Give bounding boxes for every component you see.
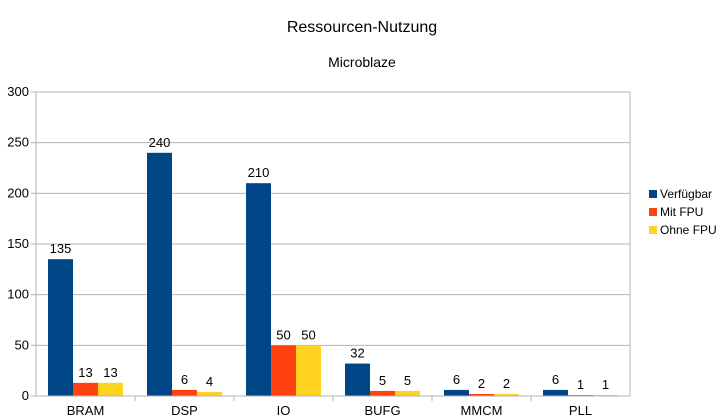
- y-tick-label: 100: [7, 287, 29, 302]
- chart-title: Ressourcen-Nutzung: [287, 19, 437, 36]
- data-label: 13: [103, 365, 117, 380]
- data-label: 6: [453, 372, 460, 387]
- bar: [48, 259, 73, 396]
- legend-label: Ohne FPU: [660, 223, 717, 237]
- bar: [568, 394, 593, 396]
- bar: [147, 152, 172, 396]
- data-label: 1: [577, 377, 584, 392]
- bar: [271, 345, 296, 396]
- data-label: 13: [78, 365, 92, 380]
- data-label: 240: [149, 135, 171, 150]
- y-tick-label: 300: [7, 84, 29, 99]
- bar: [370, 390, 395, 396]
- data-label: 50: [276, 327, 290, 342]
- y-tick-label: 0: [22, 388, 29, 403]
- y-tick-label: 150: [7, 236, 29, 251]
- bar: [98, 382, 123, 396]
- data-label: 6: [552, 372, 559, 387]
- data-label: 6: [181, 372, 188, 387]
- data-label: 2: [503, 376, 510, 391]
- bars: [48, 152, 618, 396]
- data-label: 135: [50, 241, 72, 256]
- bar: [172, 389, 197, 396]
- data-label: 1: [602, 377, 609, 392]
- bar: [593, 394, 618, 396]
- bar: [246, 183, 271, 396]
- data-labels: 135 13 13 240 6 4 210 50 50 32 5 5 6 2 2 6 1 1: [50, 135, 609, 392]
- bar: [296, 345, 321, 396]
- y-tick-label: 250: [7, 135, 29, 150]
- data-label: 5: [404, 373, 411, 388]
- bar: [444, 389, 469, 396]
- chart-subtitle: Microblaze: [328, 54, 396, 70]
- x-tick-label: BRAM: [67, 403, 105, 418]
- bar: [395, 390, 420, 396]
- x-tick-label: PLL: [569, 403, 592, 418]
- data-label: 32: [350, 346, 364, 361]
- x-tick-label: BUFG: [364, 403, 400, 418]
- x-tick-label: MMCM: [461, 403, 503, 418]
- x-tick-label: DSP: [171, 403, 198, 418]
- data-label: 210: [248, 165, 270, 180]
- x-tick-label: IO: [277, 403, 291, 418]
- y-tick-label: 50: [15, 337, 29, 352]
- legend: Verfügbar Mit FPU Ohne FPU: [649, 187, 717, 237]
- legend-swatch: [649, 208, 657, 216]
- bar: [469, 393, 494, 396]
- data-label: 50: [301, 327, 315, 342]
- data-label: 4: [206, 374, 213, 389]
- bar: [345, 363, 370, 396]
- gridlines: [36, 91, 630, 397]
- bar: [543, 389, 568, 396]
- legend-label: Mit FPU: [660, 205, 703, 219]
- data-label: 5: [379, 373, 386, 388]
- legend-swatch: [649, 190, 657, 198]
- legend-swatch: [649, 226, 657, 234]
- bar: [73, 382, 98, 396]
- bar: [197, 391, 222, 396]
- bar: [494, 393, 519, 396]
- data-label: 2: [478, 376, 485, 391]
- legend-label: Verfügbar: [660, 187, 712, 201]
- y-tick-label: 200: [7, 185, 29, 200]
